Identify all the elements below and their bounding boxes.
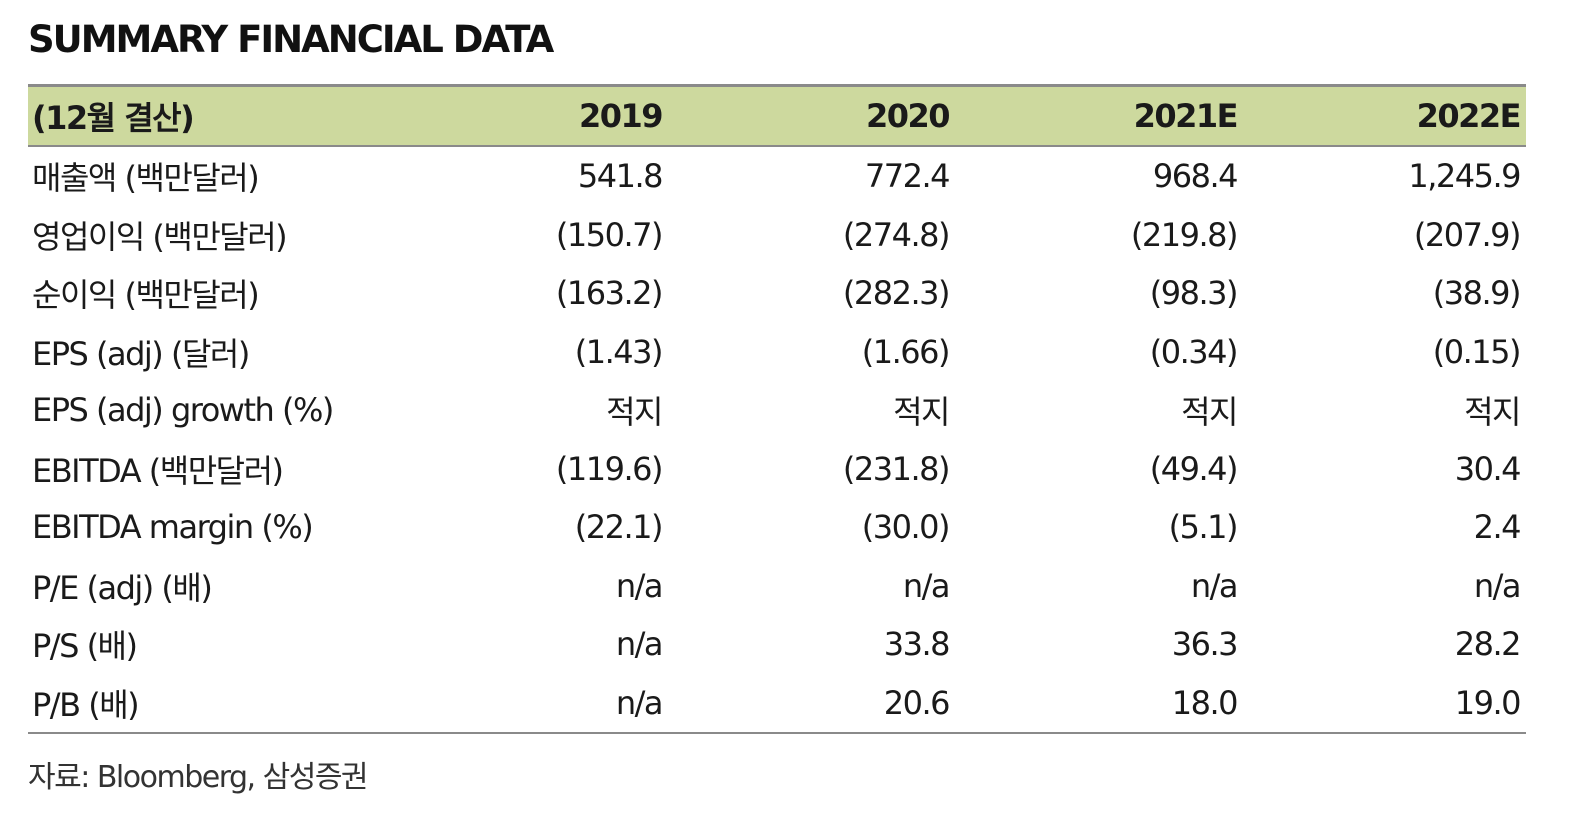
row-label: 매출액 (백만달러) — [32, 159, 260, 198]
row-label: P/E (adj) (배) — [32, 568, 213, 607]
table-row: EPS (adj) growth (%) 적지 적지 적지 적지 — [28, 381, 1526, 440]
cell-value: (231.8) — [842, 449, 951, 488]
cell-value: 2.4 — [1473, 508, 1522, 547]
table-row: P/B (배) n/a 20.6 18.0 19.0 — [28, 674, 1526, 733]
cell-value: 적지 — [1464, 393, 1521, 432]
cell-value: (207.9) — [1413, 215, 1522, 254]
cell-value: 20.6 — [883, 683, 951, 722]
cell-value: (274.8) — [842, 215, 951, 254]
row-label: P/B (배) — [32, 685, 140, 724]
cell-value: 28.2 — [1454, 625, 1522, 664]
cell-value: (22.1) — [574, 508, 664, 547]
cell-value: 1,245.9 — [1408, 157, 1521, 196]
cell-value: (1.43) — [574, 332, 664, 371]
table-row: P/S (배) n/a 33.8 36.3 28.2 — [28, 615, 1526, 674]
cell-value: n/a — [615, 625, 664, 664]
table-row: 순이익 (백만달러) (163.2) (282.3) (98.3) (38.9) — [28, 264, 1526, 323]
row-label: EBITDA (백만달러) — [32, 451, 284, 490]
cell-value: 33.8 — [883, 625, 951, 664]
cell-value: (5.1) — [1168, 508, 1239, 547]
cell-value: 적지 — [606, 393, 663, 432]
table-row: EBITDA margin (%) (22.1) (30.0) (5.1) 2.… — [28, 498, 1526, 557]
cell-value: (38.9) — [1432, 274, 1522, 313]
header-2020: 2020 — [865, 97, 951, 135]
cell-value: (98.3) — [1149, 274, 1239, 313]
cell-value: n/a — [615, 566, 664, 605]
cell-value: n/a — [615, 683, 664, 722]
row-label: 순이익 (백만달러) — [32, 276, 260, 315]
header-fiscal-year-label: (12월 결산) — [32, 99, 195, 137]
cell-value: n/a — [902, 566, 951, 605]
cell-value: 19.0 — [1454, 683, 1522, 722]
table-row: 매출액 (백만달러) 541.8 772.4 968.4 1,245.9 — [28, 147, 1526, 206]
cell-value: n/a — [1473, 566, 1522, 605]
row-label: EBITDA margin (%) — [32, 508, 314, 547]
cell-value: 30.4 — [1454, 449, 1522, 488]
cell-value: (0.34) — [1149, 332, 1239, 371]
table-row: EPS (adj) (달러) (1.43) (1.66) (0.34) (0.1… — [28, 323, 1526, 382]
cell-value: 968.4 — [1152, 157, 1239, 196]
cell-value: n/a — [1190, 566, 1239, 605]
cell-value: 541.8 — [577, 157, 664, 196]
header-2022e: 2022E — [1416, 97, 1522, 135]
row-label: P/S (배) — [32, 627, 138, 666]
cell-value: (30.0) — [861, 508, 951, 547]
cell-value: (163.2) — [555, 274, 664, 313]
cell-value: 36.3 — [1171, 625, 1239, 664]
row-label: EPS (adj) growth (%) — [32, 391, 334, 430]
source-note: 자료: Bloomberg, 삼성증권 — [28, 760, 369, 795]
table-row: EBITDA (백만달러) (119.6) (231.8) (49.4) 30.… — [28, 440, 1526, 499]
cell-value: (150.7) — [555, 215, 664, 254]
cell-value: (119.6) — [555, 449, 664, 488]
cell-value: 772.4 — [864, 157, 951, 196]
header-2019: 2019 — [578, 97, 664, 135]
cell-value: (219.8) — [1130, 215, 1239, 254]
table-header-row: (12월 결산) 2019 2020 2021E 2022E — [28, 87, 1526, 147]
row-label: EPS (adj) (달러) — [32, 334, 250, 373]
cell-value: (282.3) — [842, 274, 951, 313]
page-title: SUMMARY FINANCIAL DATA — [28, 18, 554, 61]
row-label: 영업이익 (백만달러) — [32, 217, 288, 256]
financial-summary-table: (12월 결산) 2019 2020 2021E 2022E 매출액 (백만달러… — [28, 84, 1526, 734]
cell-value: 적지 — [893, 393, 950, 432]
cell-value: (49.4) — [1149, 449, 1239, 488]
header-2021e: 2021E — [1133, 97, 1239, 135]
cell-value: 적지 — [1181, 393, 1238, 432]
cell-value: (0.15) — [1432, 332, 1522, 371]
table-row: 영업이익 (백만달러) (150.7) (274.8) (219.8) (207… — [28, 206, 1526, 265]
cell-value: 18.0 — [1171, 683, 1239, 722]
table-row: P/E (adj) (배) n/a n/a n/a n/a — [28, 557, 1526, 616]
cell-value: (1.66) — [861, 332, 951, 371]
